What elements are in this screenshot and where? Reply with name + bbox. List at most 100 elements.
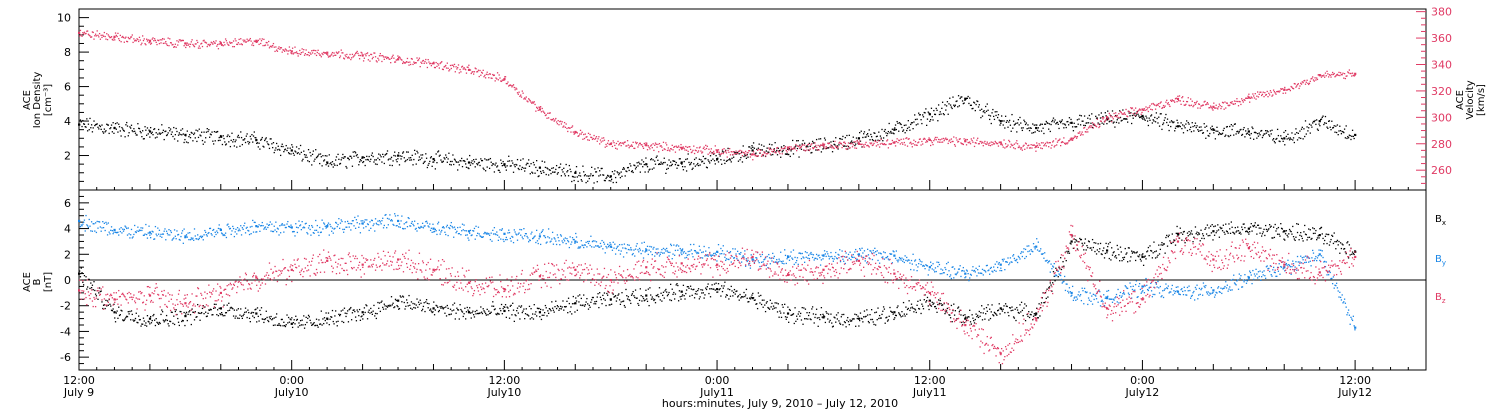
density-series-dot [931, 116, 933, 118]
bx-series-dot [381, 300, 383, 302]
velocity-series-dot [1253, 95, 1255, 97]
density-series-dot [1304, 120, 1307, 122]
density-series-dot [706, 167, 708, 169]
velocity-series-dot [784, 145, 787, 148]
density-series-dot [424, 160, 426, 163]
density-series-dot [1022, 127, 1024, 129]
velocity-series-dot [1305, 81, 1307, 83]
bx-series-dot [492, 301, 494, 303]
velocity-series-dot [1168, 104, 1170, 106]
velocity-series-dot [785, 149, 787, 152]
density-series-dot [1173, 121, 1175, 123]
velocity-series-dot [947, 142, 949, 145]
density-series-dot [1089, 118, 1091, 120]
density-series-dot [880, 137, 882, 139]
density-series-dot [208, 129, 210, 131]
density-series-dot [279, 154, 282, 157]
bx-series-dot [236, 309, 238, 311]
bx-series-dot [630, 302, 632, 305]
velocity-series-dot [155, 41, 157, 44]
velocity-series-dot [565, 123, 567, 125]
density-series-dot [841, 138, 843, 141]
density-series-dot [970, 104, 972, 106]
velocity-series-dot [1016, 143, 1019, 145]
density-series-dot [763, 145, 765, 147]
density-series-dot [745, 157, 748, 159]
velocity-series-dot [637, 146, 639, 148]
velocity-series-dot [960, 142, 962, 144]
density-series-dot [1152, 119, 1154, 121]
velocity-series-dot [1086, 128, 1088, 131]
velocity-series-dot [600, 141, 602, 143]
bx-series-dot [1111, 254, 1114, 256]
density-series-dot [748, 146, 751, 148]
bx-series-dot [970, 323, 972, 325]
velocity-series-dot [476, 71, 478, 73]
density-series-dot [134, 132, 137, 134]
density-series-dot [945, 105, 948, 107]
bx-series-dot [693, 297, 696, 299]
bx-series-dot [320, 310, 322, 312]
density-series-dot [1112, 122, 1114, 124]
velocity-series-dot [573, 133, 575, 135]
velocity-series-dot [79, 35, 81, 37]
density-series-dot [1210, 128, 1213, 131]
bx-series-dot [790, 314, 792, 316]
density-series-dot [583, 175, 586, 177]
velocity-series-dot [1014, 148, 1016, 150]
bx-series-dot [532, 313, 534, 315]
bx-series-dot [280, 318, 283, 321]
velocity-series-dot [1059, 138, 1061, 140]
bx-series-dot [87, 278, 90, 281]
bx-series-dot [428, 303, 430, 305]
velocity-series-dot [1288, 88, 1290, 90]
bx-series-dot [430, 310, 433, 312]
velocity-series-dot [114, 39, 116, 41]
bx-series-dot [826, 312, 828, 314]
density-series-dot [1178, 125, 1180, 127]
bx-series-dot [807, 314, 810, 317]
bx-series-dot [563, 309, 565, 311]
velocity-series-dot [555, 117, 557, 120]
velocity-series-dot [808, 149, 811, 152]
bx-series-dot [425, 299, 428, 301]
bx-series-dot [935, 307, 937, 310]
density-series-dot [1201, 132, 1204, 134]
velocity-series-dot [207, 44, 209, 46]
bx-series-dot [1119, 246, 1122, 248]
density-series-dot [280, 145, 283, 148]
velocity-series-dot [906, 145, 909, 147]
density-series-dot [909, 129, 911, 131]
velocity-series-dot [140, 44, 142, 46]
density-series-dot [1034, 131, 1036, 133]
velocity-series-dot [1172, 100, 1174, 102]
velocity-series-dot [1192, 105, 1194, 108]
bx-series-dot [270, 315, 272, 318]
velocity-series-dot [965, 138, 967, 141]
bx-series-dot [596, 296, 598, 298]
velocity-series-dot [282, 49, 284, 51]
density-series-dot [811, 151, 813, 154]
density-series-dot [1341, 130, 1343, 133]
bx-series-dot [819, 318, 821, 321]
density-series-dot [177, 140, 179, 142]
velocity-series-dot [602, 140, 604, 142]
density-series-dot [630, 165, 632, 167]
velocity-series-dot [855, 141, 857, 143]
density-series-dot [120, 135, 122, 137]
density-series-dot [178, 132, 180, 134]
density-series-dot [506, 165, 508, 167]
density-series-dot [196, 140, 198, 143]
velocity-series-dot [833, 147, 835, 150]
bx-series-dot [226, 304, 228, 306]
bx-series-dot [135, 312, 137, 314]
velocity-series-dot [338, 51, 340, 53]
density-series-dot [1184, 127, 1186, 129]
density-series-dot [315, 156, 318, 159]
density-series-dot [1292, 139, 1294, 141]
velocity-series-dot [322, 53, 324, 56]
velocity-series-dot [1241, 99, 1244, 102]
velocity-series-dot [530, 101, 532, 103]
bx-series-dot [732, 295, 734, 297]
